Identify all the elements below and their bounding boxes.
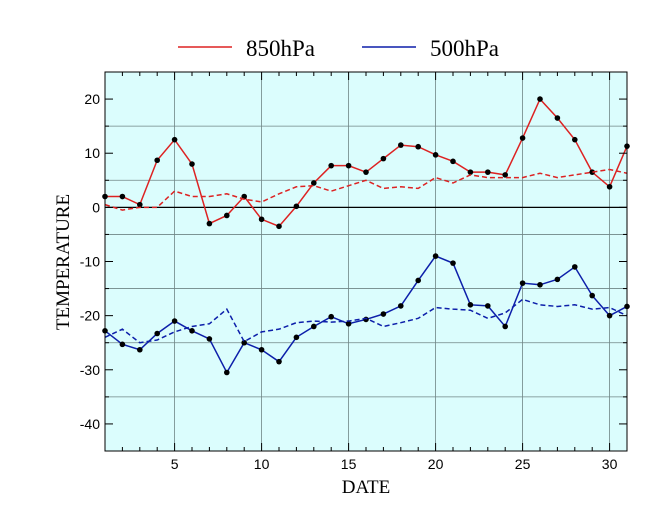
- y-tick-label: -20: [80, 308, 100, 324]
- data-point: [537, 281, 543, 288]
- data-point: [293, 203, 300, 210]
- data-point: [554, 115, 561, 121]
- legend-label-850hpa: 850hPa: [246, 36, 315, 61]
- data-point: [119, 193, 126, 200]
- data-point: [171, 318, 178, 324]
- data-point: [241, 193, 247, 200]
- data-point: [380, 155, 387, 162]
- data-point: [398, 142, 404, 148]
- data-point: [572, 264, 578, 270]
- data-point: [502, 323, 509, 330]
- x-tick-label: 10: [254, 456, 270, 472]
- legend-label-500hpa: 500hPa: [430, 36, 499, 61]
- data-point: [502, 172, 509, 178]
- x-tick-label: 30: [602, 456, 618, 472]
- data-point: [224, 212, 230, 219]
- data-point: [485, 169, 491, 175]
- data-point: [415, 277, 422, 284]
- data-point: [276, 358, 282, 365]
- y-tick-label: 10: [84, 145, 100, 161]
- series-layer: [102, 96, 630, 376]
- data-point: [206, 336, 213, 342]
- data-point: [154, 157, 160, 164]
- y-tick-label: -10: [80, 254, 100, 270]
- y-tick-label: -40: [80, 416, 100, 432]
- data-point: [554, 276, 561, 283]
- data-point: [467, 302, 474, 308]
- data-point: [258, 216, 265, 223]
- data-point: [119, 341, 126, 348]
- data-point: [380, 311, 387, 317]
- data-point: [606, 183, 613, 190]
- plot-area: [105, 72, 627, 451]
- y-tick-label: 0: [92, 199, 100, 215]
- data-point: [537, 96, 543, 102]
- data-point: [519, 280, 526, 286]
- tick-labels: 5 10 15 20 25 30 20 10 0 -10 -20 -30 -40: [80, 91, 618, 472]
- y-tick-label: -30: [80, 362, 100, 378]
- data-point: [293, 334, 300, 341]
- x-tick-label: 5: [171, 456, 179, 472]
- y-axis-title: TEMPERATURE: [53, 194, 74, 330]
- data-point: [311, 180, 317, 186]
- data-point: [224, 369, 230, 376]
- series-line-1: [104, 168, 628, 211]
- data-point: [572, 136, 578, 143]
- data-point: [432, 152, 439, 158]
- series-line-3: [104, 298, 628, 344]
- data-point: [467, 169, 474, 175]
- data-point: [398, 303, 404, 309]
- data-point: [363, 169, 369, 175]
- data-point: [189, 161, 195, 167]
- data-point: [415, 143, 422, 150]
- x-tick-label: 20: [428, 456, 444, 472]
- ticks: [104, 71, 628, 452]
- data-point: [485, 303, 491, 309]
- data-point: [328, 313, 335, 320]
- data-point: [519, 135, 526, 141]
- data-point: [137, 201, 143, 208]
- data-point: [276, 223, 282, 230]
- data-point: [311, 323, 317, 330]
- data-point: [432, 253, 439, 259]
- data-point: [589, 169, 595, 175]
- data-point: [363, 316, 369, 323]
- data-point: [171, 136, 178, 143]
- x-axis-title: DATE: [342, 477, 391, 498]
- x-tick-label: 25: [515, 456, 531, 472]
- data-point: [241, 339, 247, 346]
- legend: 850hPa 500hPa: [178, 36, 499, 61]
- data-point: [206, 220, 213, 227]
- data-point: [345, 320, 352, 327]
- data-point: [606, 312, 613, 319]
- data-point: [450, 260, 456, 266]
- data-point: [137, 346, 143, 353]
- data-point: [189, 328, 195, 334]
- data-point: [154, 330, 160, 337]
- x-tick-label: 15: [341, 456, 357, 472]
- y-tick-label: 20: [84, 91, 100, 107]
- data-point: [345, 162, 352, 169]
- data-point: [328, 162, 335, 169]
- data-point: [589, 292, 595, 299]
- data-point: [258, 346, 265, 353]
- data-point: [450, 158, 456, 165]
